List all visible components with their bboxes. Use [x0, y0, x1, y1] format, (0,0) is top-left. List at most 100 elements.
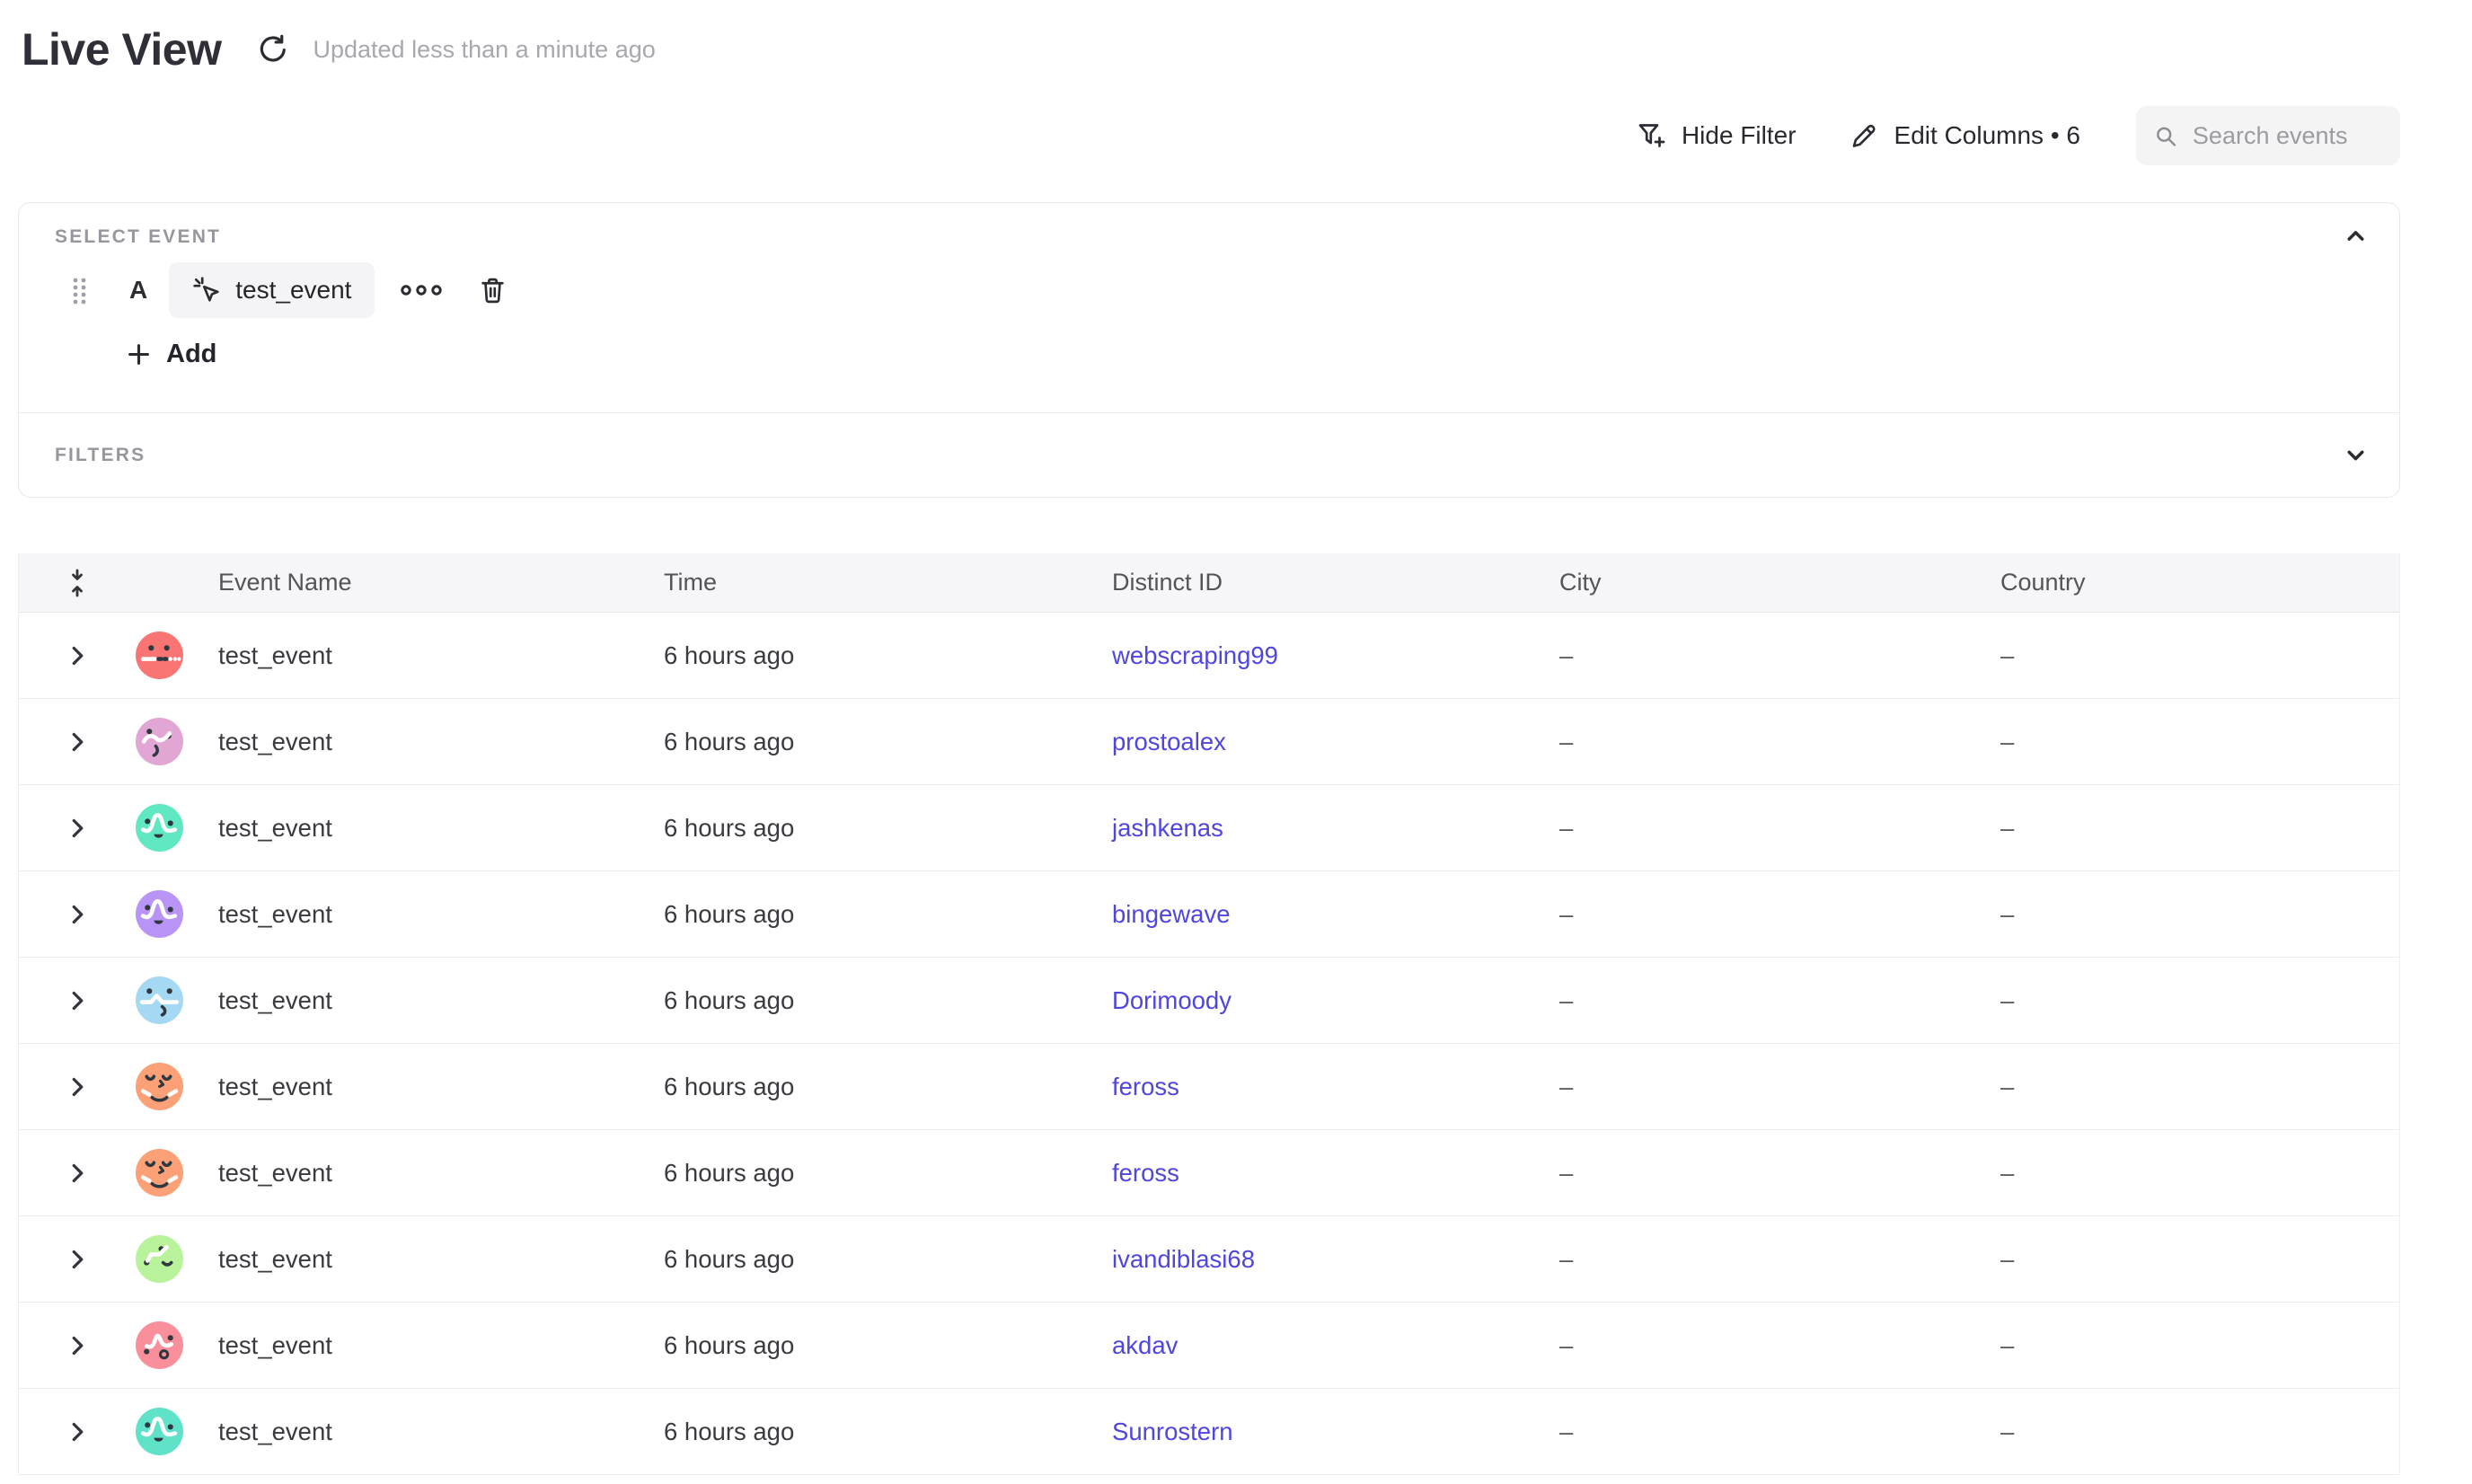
chevron-right-icon	[72, 1422, 83, 1441]
edit-columns-button[interactable]: Edit Columns • 6	[1849, 120, 2080, 151]
event-select-chip[interactable]: test_event	[169, 262, 375, 318]
titlebar: Live View Updated less than a minute ago	[22, 23, 656, 75]
refresh-button[interactable]	[257, 33, 289, 66]
chevron-right-icon	[72, 1163, 83, 1182]
table-row[interactable]: test_event 6 hours ago feross – –	[19, 1130, 2399, 1216]
delete-event-button[interactable]	[479, 276, 507, 305]
search-events-input[interactable]	[2190, 120, 2382, 151]
distinct-id-link[interactable]: akdav	[1112, 1330, 1179, 1359]
expand-row-button[interactable]	[70, 1335, 85, 1356]
event-name-cell: test_event	[218, 1244, 332, 1273]
table-row[interactable]: test_event 6 hours ago akdav – –	[19, 1303, 2399, 1389]
distinct-id-link[interactable]: feross	[1112, 1158, 1179, 1187]
distinct-id-link[interactable]: webscraping99	[1112, 640, 1278, 669]
table-row[interactable]: test_event 6 hours ago jashkenas – –	[19, 785, 2399, 871]
expand-row-button[interactable]	[70, 1249, 85, 1270]
distinct-id-link[interactable]: ivandiblasi68	[1112, 1244, 1255, 1273]
distinct-id-link[interactable]: Dorimoody	[1112, 985, 1232, 1014]
expand-row-button[interactable]	[70, 645, 85, 667]
distinct-id-link[interactable]: jashkenas	[1112, 813, 1223, 842]
chevron-right-icon	[72, 732, 83, 751]
time-cell: 6 hours ago	[664, 727, 795, 755]
time-cell: 6 hours ago	[664, 1158, 795, 1187]
chevron-right-icon	[72, 1077, 83, 1096]
hide-filter-button[interactable]: Hide Filter	[1636, 120, 1797, 151]
last-updated-text: Updated less than a minute ago	[313, 35, 656, 63]
user-avatar	[136, 632, 183, 679]
ellipsis-icon	[401, 285, 443, 296]
expand-row-button[interactable]	[70, 1421, 85, 1443]
table-row[interactable]: test_event 6 hours ago webscraping99 – –	[19, 613, 2399, 699]
refresh-icon	[260, 34, 287, 62]
city-cell: –	[1559, 813, 1574, 842]
collapse-all-rows-button[interactable]	[64, 567, 91, 599]
expand-row-button[interactable]	[70, 817, 85, 839]
add-event-button[interactable]: Add	[127, 340, 216, 369]
expand-row-button[interactable]	[70, 731, 85, 753]
time-cell: 6 hours ago	[664, 985, 795, 1014]
country-cell: –	[2000, 1244, 2015, 1273]
event-chip-label: test_event	[235, 276, 352, 304]
column-header-country[interactable]: Country	[2000, 569, 2086, 596]
edit-columns-label: Edit Columns • 6	[1894, 121, 2080, 149]
distinct-id-link[interactable]: bingewave	[1112, 899, 1231, 928]
chevron-right-icon	[72, 1336, 83, 1355]
country-cell: –	[2000, 727, 2015, 755]
distinct-id-link[interactable]: Sunrostern	[1112, 1417, 1233, 1445]
table-row[interactable]: test_event 6 hours ago feross – –	[19, 1044, 2399, 1130]
city-cell: –	[1559, 1158, 1574, 1187]
country-cell: –	[2000, 1072, 2015, 1100]
country-cell: –	[2000, 1417, 2015, 1445]
table-row[interactable]: test_event 6 hours ago bingewave – –	[19, 871, 2399, 958]
expand-row-button[interactable]	[70, 904, 85, 925]
city-cell: –	[1559, 727, 1574, 755]
expand-filters-button[interactable]	[2343, 442, 2369, 468]
table-row[interactable]: test_event 6 hours ago ivandiblasi68 – –	[19, 1216, 2399, 1303]
city-cell: –	[1559, 1417, 1574, 1445]
collapse-select-event-button[interactable]	[2343, 223, 2369, 249]
funnel-plus-icon	[1638, 124, 1665, 147]
event-row: A test_event	[55, 262, 2367, 318]
user-avatar	[136, 890, 183, 938]
city-cell: –	[1559, 1072, 1574, 1100]
expand-row-button[interactable]	[70, 1162, 85, 1184]
time-cell: 6 hours ago	[664, 640, 795, 669]
country-cell: –	[2000, 1330, 2015, 1359]
event-name-cell: test_event	[218, 985, 332, 1014]
table-row[interactable]: test_event 6 hours ago Sunrostern – –	[19, 1389, 2399, 1475]
expand-row-button[interactable]	[70, 1076, 85, 1098]
distinct-id-link[interactable]: feross	[1112, 1072, 1179, 1100]
toolbar: Hide Filter Edit Columns • 6	[1636, 106, 2400, 165]
filters-label: FILTERS	[55, 444, 146, 465]
search-events-box[interactable]	[2136, 106, 2400, 165]
user-avatar	[136, 1063, 183, 1110]
more-options-button[interactable]	[400, 284, 443, 296]
column-header-distinct-id[interactable]: Distinct ID	[1112, 569, 1223, 596]
pencil-icon	[1852, 124, 1876, 147]
expand-row-button[interactable]	[70, 990, 85, 1011]
drag-handle-icon[interactable]	[71, 276, 88, 305]
event-series-letter: A	[129, 276, 148, 304]
column-header-city[interactable]: City	[1559, 569, 1602, 596]
column-header-event-name[interactable]: Event Name	[218, 569, 352, 596]
event-name-cell: test_event	[218, 813, 332, 842]
chevron-right-icon	[72, 646, 83, 665]
user-avatar	[136, 976, 183, 1024]
add-button-label: Add	[166, 340, 217, 368]
country-cell: –	[2000, 640, 2015, 669]
trash-icon	[481, 278, 505, 303]
chevron-up-icon	[2347, 231, 2364, 241]
country-cell: –	[2000, 899, 2015, 928]
event-name-cell: test_event	[218, 727, 332, 755]
hide-filter-label: Hide Filter	[1681, 121, 1797, 149]
plus-icon	[128, 344, 149, 365]
distinct-id-link[interactable]: prostoalex	[1112, 727, 1226, 755]
event-name-cell: test_event	[218, 899, 332, 928]
table-row[interactable]: test_event 6 hours ago Dorimoody – –	[19, 958, 2399, 1044]
time-cell: 6 hours ago	[664, 1330, 795, 1359]
country-cell: –	[2000, 1158, 2015, 1187]
column-header-time[interactable]: Time	[664, 569, 717, 596]
cursor-click-icon	[193, 277, 219, 302]
chevron-down-icon	[2347, 450, 2364, 460]
table-row[interactable]: test_event 6 hours ago prostoalex – –	[19, 699, 2399, 785]
